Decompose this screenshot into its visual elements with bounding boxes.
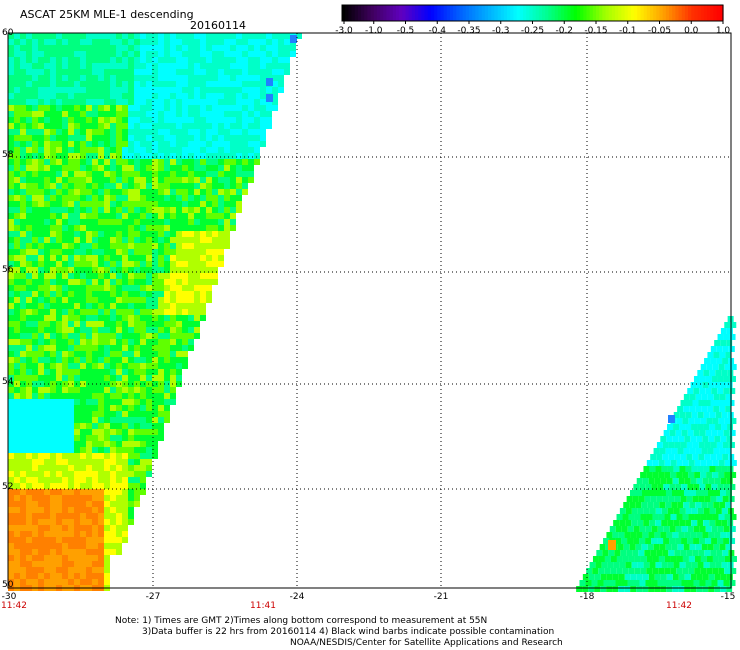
colorbar-label: -0.1 xyxy=(618,26,637,36)
time-label-2: 11:41 xyxy=(250,601,276,611)
colorbar-label: -3.0 xyxy=(335,26,353,36)
lat-tick-58: 58 xyxy=(2,150,14,160)
colorbar xyxy=(341,4,724,24)
time-label-3: 11:42 xyxy=(666,601,692,611)
lon-tick-30: -30 xyxy=(1,592,17,602)
lon-tick-27: -27 xyxy=(145,592,161,602)
colorbar-label: -0.25 xyxy=(520,26,545,36)
map-frame xyxy=(7,32,732,589)
colorbar-label: -1.0 xyxy=(364,26,383,36)
lat-tick-54: 54 xyxy=(2,377,14,387)
colorbar-label: -0.2 xyxy=(555,26,574,36)
colorbar-label: -0.4 xyxy=(428,26,447,36)
colorbar-label: -0.15 xyxy=(584,26,608,36)
colorbar-label: -0.35 xyxy=(457,26,481,36)
colorbar-label: 0.0 xyxy=(684,26,699,36)
time-label-1: 11:42 xyxy=(1,601,27,611)
colorbar-label: 1.0 xyxy=(715,26,731,36)
lat-lon-grid xyxy=(8,33,731,588)
map-title: ASCAT 25KM MLE-1 descending xyxy=(20,8,194,21)
note-line-2: 3)Data buffer is 22 hrs from 20160114 4)… xyxy=(142,627,555,637)
lon-tick-21: -21 xyxy=(433,592,449,602)
colorbar-label: -0.05 xyxy=(647,26,672,36)
swath-data xyxy=(8,33,737,592)
map-date: 20160114 xyxy=(190,19,246,32)
lat-tick-50: 50 xyxy=(2,580,14,590)
colorbar-label: -0.5 xyxy=(396,26,415,36)
lat-tick-56: 56 xyxy=(2,265,14,275)
colorbar-label: -0.3 xyxy=(491,26,510,36)
lat-tick-60: 60 xyxy=(2,28,14,38)
lon-tick-15: -15 xyxy=(720,592,736,602)
note-line-3: NOAA/NESDIS/Center for Satellite Applica… xyxy=(290,638,563,648)
lat-tick-52: 52 xyxy=(2,482,14,492)
lon-tick-24: -24 xyxy=(289,592,305,602)
note-line-1: Note: 1) Times are GMT 2)Times along bot… xyxy=(115,616,488,626)
lon-tick-18: -18 xyxy=(579,592,595,602)
